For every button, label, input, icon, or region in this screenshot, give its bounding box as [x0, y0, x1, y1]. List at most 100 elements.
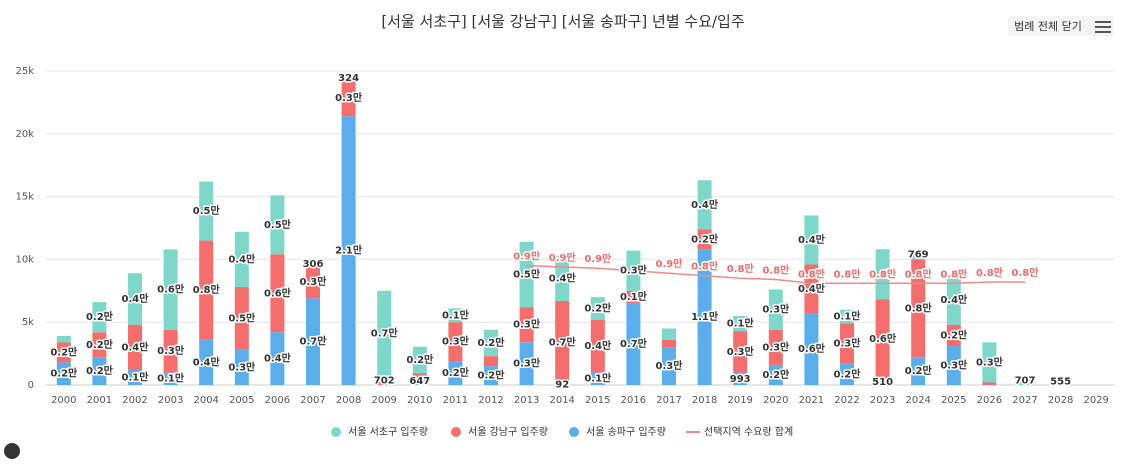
bar-segment — [662, 339, 676, 348]
bar-segment — [768, 364, 783, 385]
x-tick-label: 2010 — [407, 395, 432, 406]
y-tick-label: 5k — [22, 317, 34, 328]
value-label: 0.2만 — [691, 232, 719, 245]
bar-segment — [56, 336, 71, 343]
menu-icon[interactable] — [1095, 21, 1111, 33]
line-label: 0.8만 — [869, 267, 897, 280]
line-label: 0.8만 — [976, 266, 1004, 279]
value-label: 0.3만 — [834, 337, 862, 350]
bar-segment — [412, 373, 427, 377]
value-label: 0.3만 — [157, 344, 185, 357]
line — [526, 264, 1025, 285]
bar-segment — [306, 261, 320, 266]
bar-segment — [163, 372, 178, 385]
legend-label: 서울 강남구 입주량 — [468, 425, 548, 438]
bar-segment — [804, 215, 819, 265]
bar-segment — [128, 369, 142, 385]
line-label: 0.9만 — [656, 257, 684, 270]
legend-label: 선택지역 수요량 합계 — [704, 426, 793, 438]
value-label: 0.8만 — [193, 283, 221, 296]
bar-segment — [840, 323, 854, 364]
value-label: 510 — [872, 377, 893, 388]
x-tick-label: 2015 — [585, 395, 610, 406]
value-label: 0.4만 — [691, 198, 719, 211]
y-tick-label: 0 — [28, 380, 34, 391]
legend-label: 서울 서초구 입주량 — [348, 425, 428, 438]
value-label: 0.3만 — [620, 264, 648, 277]
y-tick-label: 25k — [15, 66, 34, 77]
value-label: 0.4만 — [228, 252, 256, 265]
bar-segment — [306, 298, 320, 385]
bar-segment — [270, 195, 285, 255]
bar-segment — [1018, 376, 1032, 385]
bar-segment — [982, 382, 997, 385]
bar-segment — [92, 332, 107, 358]
line-label: 0.9만 — [549, 251, 577, 264]
bar-segment — [412, 346, 427, 374]
value-label: 2.1만 — [335, 244, 363, 257]
legend-swatch — [331, 427, 341, 437]
y-tick-label: 15k — [15, 192, 34, 203]
x-tick-label: 2005 — [229, 395, 254, 406]
bar-segment — [733, 316, 748, 332]
x-tick-label: 2016 — [621, 395, 646, 406]
value-label: 0.1만 — [122, 370, 150, 383]
bar-segment — [946, 275, 961, 325]
bar-segment — [270, 254, 285, 333]
bar-segment — [306, 265, 320, 299]
x-tick-label: 2012 — [478, 395, 503, 406]
value-label: 0.1만 — [620, 290, 648, 303]
value-label: 0.7만 — [620, 337, 648, 350]
value-label: 0.7만 — [371, 326, 399, 339]
x-tick-label: 2000 — [51, 395, 76, 406]
value-label: 0.3만 — [335, 91, 363, 104]
bar-segment — [626, 303, 641, 385]
bar-segment — [128, 324, 142, 370]
chart-title: [서울 서초구] [서울 강남구] [서울 송파구] 년별 수요/입주 — [381, 13, 744, 31]
value-label: 993 — [730, 374, 751, 385]
bar-segment — [92, 302, 107, 333]
value-label: 324 — [338, 73, 359, 84]
x-tick-label: 2020 — [763, 395, 788, 406]
bar-segment — [341, 75, 356, 80]
x-tick-label: 2019 — [727, 395, 752, 406]
value-label: 0.3만 — [513, 318, 541, 331]
bar-segment — [804, 264, 819, 314]
value-label: 0.5만 — [513, 267, 541, 280]
x-tick-label: 2014 — [549, 395, 574, 406]
value-label: 707 — [1015, 376, 1036, 387]
bar-segment — [982, 342, 997, 383]
bar-segment — [163, 329, 178, 373]
x-tick-label: 2017 — [656, 395, 681, 406]
logo-icon — [4, 443, 20, 459]
bar-segment — [555, 383, 570, 385]
line-label: 0.9만 — [584, 252, 612, 265]
value-label: 0.2만 — [478, 336, 506, 349]
legend-toggle[interactable]: 범례 전체 닫기 — [1014, 20, 1082, 33]
bar-segment — [234, 349, 249, 385]
bar-segment — [234, 287, 249, 350]
bar-segment — [199, 339, 214, 385]
value-label: 0.4만 — [122, 340, 150, 353]
y-tick-label: 10k — [15, 254, 34, 265]
value-label: 0.5만 — [193, 204, 221, 217]
value-label: 0.1만 — [442, 308, 470, 321]
bar-segment — [590, 319, 605, 373]
x-tick-label: 2025 — [941, 395, 966, 406]
value-label: 769 — [908, 250, 929, 261]
value-label: 0.2만 — [86, 338, 114, 351]
legend-swatch — [451, 427, 461, 437]
value-label: 0.4만 — [940, 293, 968, 306]
value-label: 0.2만 — [584, 301, 612, 314]
value-label: 0.6만 — [798, 342, 826, 355]
value-label: 0.2만 — [762, 368, 790, 381]
legend-toggle-bg[interactable] — [1008, 16, 1114, 36]
bar-segment — [804, 313, 819, 385]
value-label: 0.7만 — [549, 335, 577, 348]
bar-segment — [768, 329, 783, 365]
bar-segment — [733, 331, 748, 373]
bar-segment — [484, 366, 498, 385]
x-tick-label: 2002 — [122, 395, 147, 406]
bar-segment — [911, 357, 926, 385]
bar-segment — [377, 376, 392, 385]
